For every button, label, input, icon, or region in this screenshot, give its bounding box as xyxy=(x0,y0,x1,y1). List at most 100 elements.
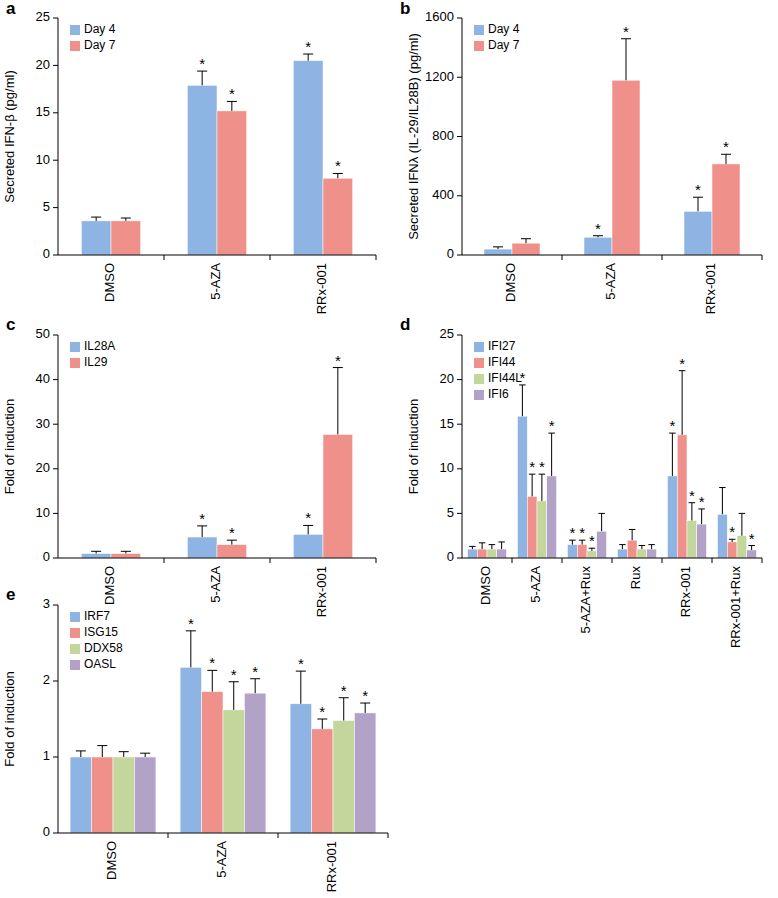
y-axis-label: Fold of induction xyxy=(2,671,17,766)
bar xyxy=(323,178,353,255)
x-axis xyxy=(462,255,762,256)
error-bar xyxy=(598,513,605,531)
error-stem xyxy=(682,371,683,435)
marks xyxy=(468,371,757,558)
error-cap xyxy=(97,745,107,746)
y-tick xyxy=(457,513,462,514)
error-stem xyxy=(532,474,533,496)
bar xyxy=(217,545,247,558)
significance-label: * xyxy=(199,55,205,72)
y-tick xyxy=(53,335,58,336)
x-tick xyxy=(376,255,377,260)
bar xyxy=(81,221,111,255)
bar xyxy=(547,476,557,558)
y-tick xyxy=(457,77,462,78)
error-stem xyxy=(190,631,191,667)
bar xyxy=(684,211,712,255)
bar xyxy=(487,549,497,558)
bar xyxy=(70,757,91,833)
y-tick-label: 20 xyxy=(440,371,454,386)
error-stem xyxy=(698,197,699,211)
error-bar xyxy=(479,543,486,549)
legend-swatch xyxy=(70,612,80,622)
error-stem xyxy=(102,746,103,757)
legend-label: DDX58 xyxy=(84,641,123,655)
x-tick-label: RRx-001 xyxy=(703,263,718,314)
bar xyxy=(223,710,244,833)
bar xyxy=(584,237,612,255)
y-tick xyxy=(457,136,462,137)
significance-label: * xyxy=(188,615,194,632)
bar xyxy=(202,692,223,833)
error-bar xyxy=(317,719,327,729)
legend-label: IFI6 xyxy=(488,387,509,401)
y-tick-label: 10 xyxy=(36,152,50,167)
significance-label: * xyxy=(679,355,685,372)
error-bar xyxy=(197,71,207,85)
error-bar xyxy=(498,542,505,549)
x-tick-label: 5-AZA+Rux xyxy=(578,566,593,634)
x-tick xyxy=(376,558,377,563)
legend-swatch xyxy=(70,358,80,368)
bar xyxy=(597,531,607,558)
x-tick-label: DMSO xyxy=(503,263,518,302)
error-bar xyxy=(91,217,101,221)
x-tick-label: Rux xyxy=(628,566,643,590)
legend-swatch xyxy=(474,342,484,352)
error-bar xyxy=(529,474,536,496)
error-bar xyxy=(360,703,370,713)
error-stem xyxy=(522,385,523,416)
error-stem xyxy=(641,546,642,550)
error-stem xyxy=(231,101,232,110)
bar xyxy=(712,164,740,255)
significance-label: * xyxy=(595,220,601,237)
legend-label: IFI44L xyxy=(488,371,522,385)
significance-label: * xyxy=(209,654,215,671)
error-cap xyxy=(498,541,505,542)
x-tick xyxy=(388,833,389,838)
x-tick-label: DMSO xyxy=(102,263,117,302)
y-axis xyxy=(58,18,59,255)
x-tick xyxy=(762,255,763,260)
error-stem xyxy=(541,474,542,501)
y-axis xyxy=(462,335,463,558)
x-tick-label: 5-AZA xyxy=(208,263,223,300)
error-stem xyxy=(308,525,309,534)
error-stem xyxy=(343,698,344,721)
error-cap xyxy=(639,545,646,546)
bar xyxy=(568,545,578,558)
y-tick xyxy=(457,468,462,469)
bar xyxy=(187,537,217,558)
significance-label: * xyxy=(539,458,545,475)
error-bar xyxy=(207,670,217,691)
x-tick xyxy=(164,255,165,260)
x-tick xyxy=(168,833,169,838)
bar xyxy=(312,729,333,833)
legend-swatch xyxy=(70,644,80,654)
error-bar xyxy=(227,101,237,110)
error-bar xyxy=(739,513,746,535)
x-tick-label: RRx-001+Rux xyxy=(728,566,743,649)
x-tick xyxy=(612,558,613,563)
error-stem xyxy=(722,488,723,515)
error-bar xyxy=(639,546,646,550)
error-stem xyxy=(551,433,552,476)
legend-label: IL29 xyxy=(84,355,108,369)
error-cap xyxy=(469,546,476,547)
panel-label: a xyxy=(6,0,16,18)
panel-label: c xyxy=(6,315,15,334)
panel: b040080012001600Secreted IFNλ (IL-29/IL2… xyxy=(400,0,762,314)
bar xyxy=(527,496,537,558)
y-tick xyxy=(457,18,462,19)
figure: a0510152025Secreted IFN-β (pg/ml)****DMS… xyxy=(0,0,778,898)
y-tick-label: 1600 xyxy=(425,9,454,24)
bar xyxy=(647,549,657,558)
error-stem xyxy=(212,670,213,691)
error-stem xyxy=(741,513,742,535)
x-tick xyxy=(712,558,713,563)
legend-label: IFI44 xyxy=(488,355,516,369)
bar xyxy=(577,545,587,558)
error-stem xyxy=(365,703,366,713)
panel: e0123Fold of induction********DMSO5-AZAR… xyxy=(2,585,388,892)
y-axis xyxy=(58,605,59,833)
